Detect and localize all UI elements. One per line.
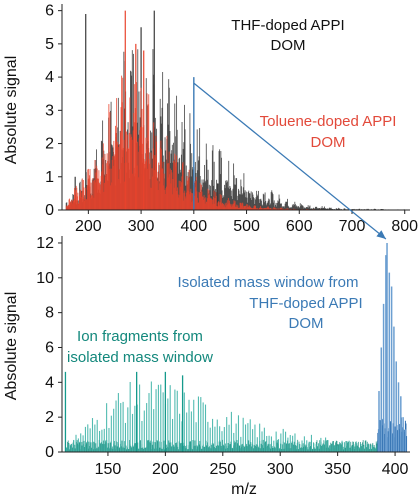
top-bars — [65, 10, 406, 210]
thf-annotation-line2: DOM — [271, 37, 306, 54]
bottom-y-tick-label: 8 — [45, 305, 54, 322]
top-y-axis-label: Absolute signal — [3, 56, 20, 165]
top-y-tick-label: 5 — [45, 36, 54, 53]
bottom-y-tick-label: 2 — [45, 409, 54, 426]
isolation-arrow-line — [193, 82, 387, 240]
bottom-x-tick-label: 250 — [209, 461, 236, 478]
top-x-tick-label: 600 — [286, 218, 313, 235]
thf-annotation-line1: THF-doped APPI — [231, 17, 344, 34]
top-y-tick-label: 4 — [45, 69, 54, 86]
bottom-y-axis-label: Absolute signal — [3, 292, 20, 401]
isolated-window-annotation-line3: DOM — [289, 315, 324, 332]
bottom-x-tick-label: 350 — [324, 461, 351, 478]
top-x-tick-label: 300 — [128, 218, 155, 235]
top-y-tick-label: 3 — [45, 102, 54, 119]
bottom-x-ticks: 150 200 250 300 350 400 — [95, 452, 409, 478]
bottom-y-tick-label: 4 — [45, 374, 54, 391]
bottom-x-tick-label: 300 — [267, 461, 294, 478]
top-x-ticks: 200 300 400 500 600 700 800 — [75, 210, 418, 235]
fragments-annotation-line2: isolated mass window — [67, 349, 213, 366]
bottom-x-tick-label: 150 — [95, 461, 122, 478]
bottom-spectrum-panel: 150 200 250 300 350 400 0 2 4 6 8 10 12 Absolute si… — [3, 235, 410, 498]
bottom-y-tick-label: 10 — [36, 270, 54, 287]
bottom-y-ticks: 0 2 4 6 8 10 12 — [36, 235, 62, 461]
top-x-tick-label: 500 — [233, 218, 260, 235]
bottom-x-tick-label: 400 — [382, 461, 409, 478]
isolated-window-annotation-line1: Isolated mass window from — [178, 274, 359, 291]
bottom-y-tick-label: 6 — [45, 339, 54, 356]
top-x-tick-label: 800 — [391, 218, 418, 235]
top-y-ticks: 0 1 2 3 4 5 6 — [45, 3, 62, 219]
bottom-x-tick-label: 200 — [152, 461, 179, 478]
isolation-arrow-head — [376, 230, 386, 239]
top-x-tick-label: 700 — [339, 218, 366, 235]
top-spectrum-panel: 200 300 400 500 600 700 800 0 1 2 3 4 5 6 Absolute s… — [3, 3, 418, 235]
top-y-tick-label: 0 — [45, 202, 54, 219]
isolated-window-annotation-line2: THF-doped APPI — [249, 295, 362, 312]
isolation-arrow — [193, 82, 387, 240]
top-y-tick-label: 6 — [45, 3, 54, 20]
top-y-tick-label: 2 — [45, 136, 54, 153]
top-y-tick-label: 1 — [45, 169, 54, 186]
top-x-tick-label: 400 — [180, 218, 207, 235]
fragments-annotation-line1: Ion fragments from — [77, 328, 203, 345]
bottom-bars — [64, 242, 408, 452]
bottom-y-tick-label: 12 — [36, 235, 54, 252]
toluene-annotation-line1: Toluene-doped APPI — [260, 113, 397, 130]
bottom-x-axis-label: m/z — [231, 481, 257, 498]
bottom-y-tick-label: 0 — [45, 444, 54, 461]
top-x-tick-label: 200 — [75, 218, 102, 235]
toluene-annotation-line2: DOM — [311, 134, 346, 151]
